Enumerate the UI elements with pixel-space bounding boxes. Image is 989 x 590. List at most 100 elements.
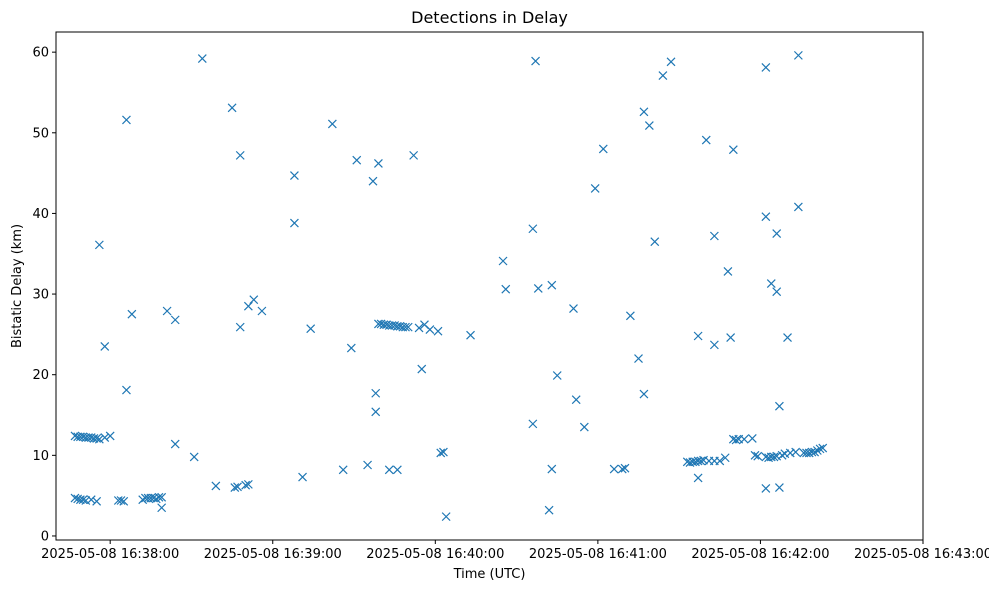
x-tick-label: 2025-05-08 16:39:00: [204, 547, 342, 562]
data-point: [761, 63, 771, 72]
data-point: [701, 135, 711, 145]
data-point: [571, 395, 581, 405]
data-point: [86, 495, 96, 505]
data-point: [528, 224, 538, 234]
data-point: [433, 326, 443, 336]
data-point: [100, 433, 110, 443]
y-tick-label: 60: [32, 46, 49, 61]
data-point: [116, 496, 126, 505]
data-point: [658, 71, 668, 80]
data-point: [766, 279, 776, 289]
x-tick-label: 2025-05-08 16:41:00: [529, 547, 667, 562]
y-tick-label: 40: [32, 207, 49, 222]
data-point: [70, 493, 80, 503]
data-point: [620, 463, 630, 473]
data-point: [598, 144, 608, 154]
data-point: [436, 448, 446, 458]
data-point: [552, 371, 562, 380]
data-point: [818, 443, 828, 453]
data-point: [774, 483, 784, 493]
data-point: [425, 325, 435, 334]
data-point: [346, 343, 356, 353]
data-point: [298, 472, 307, 482]
data-point: [227, 103, 237, 113]
data-point: [230, 483, 240, 493]
data-point: [170, 439, 180, 449]
data-point: [417, 364, 427, 374]
data-point: [617, 464, 627, 474]
data-point: [709, 231, 719, 241]
data-point: [533, 283, 543, 293]
data-point: [728, 145, 738, 155]
data-point: [810, 447, 820, 457]
data-point: [122, 385, 131, 395]
data-point: [634, 354, 643, 363]
data-point: [579, 422, 589, 432]
data-point: [249, 295, 259, 305]
data-point: [812, 446, 822, 455]
data-point: [371, 388, 381, 398]
data-point: [170, 315, 180, 325]
x-tick-label: 2025-05-08 16:42:00: [691, 547, 829, 562]
data-point: [531, 56, 540, 66]
data-point: [715, 456, 725, 466]
data-point: [498, 256, 508, 266]
data-point: [403, 322, 413, 332]
data-point: [761, 212, 771, 222]
x-tick-label: 2025-05-08 16:43:00: [854, 547, 989, 562]
data-point: [211, 481, 221, 491]
data-point: [78, 495, 88, 505]
data-point: [723, 267, 733, 276]
data-point: [92, 496, 102, 506]
data-point: [753, 451, 763, 461]
data-point: [92, 433, 102, 443]
data-point: [693, 331, 703, 341]
data-point: [105, 431, 115, 441]
y-tick-label: 50: [32, 126, 49, 141]
data-point: [528, 419, 538, 429]
data-point: [384, 465, 394, 475]
data-point: [352, 155, 362, 165]
y-tick-label: 10: [32, 449, 49, 464]
data-point: [761, 483, 771, 493]
data-point: [739, 434, 749, 444]
data-point: [793, 202, 803, 212]
data-point: [625, 311, 635, 321]
data-point: [815, 444, 825, 454]
chart-title: Detections in Delay: [411, 8, 568, 27]
data-point: [693, 473, 703, 483]
data-point: [609, 464, 619, 474]
data-point: [122, 115, 131, 125]
data-point: [750, 450, 760, 460]
data-point: [392, 465, 402, 475]
data-point: [138, 495, 148, 505]
data-point: [241, 480, 251, 490]
data-point: [157, 503, 167, 513]
data-point: [769, 452, 779, 462]
data-point: [650, 237, 660, 247]
data-point: [696, 456, 706, 466]
data-point: [327, 119, 337, 129]
data-point: [547, 280, 557, 290]
data-point: [157, 492, 167, 502]
plot-frame: [55, 31, 924, 541]
y-axis-label: Bistatic Delay (km): [10, 224, 25, 348]
data-point: [793, 50, 803, 60]
data-point: [639, 389, 649, 399]
plot-marks: [70, 50, 828, 522]
data-point: [774, 401, 784, 411]
data-point: [772, 287, 782, 297]
data-point: [772, 229, 782, 239]
data-point: [127, 309, 137, 319]
data-point: [368, 176, 378, 186]
data-point: [94, 434, 104, 444]
x-tick-label: 2025-05-08 16:38:00: [41, 547, 179, 562]
data-point: [363, 460, 373, 470]
y-tick-label: 0: [41, 529, 49, 544]
data-point: [243, 479, 253, 489]
data-point: [233, 482, 242, 492]
data-point: [807, 447, 817, 457]
data-point: [720, 453, 730, 463]
data-point: [666, 57, 676, 67]
